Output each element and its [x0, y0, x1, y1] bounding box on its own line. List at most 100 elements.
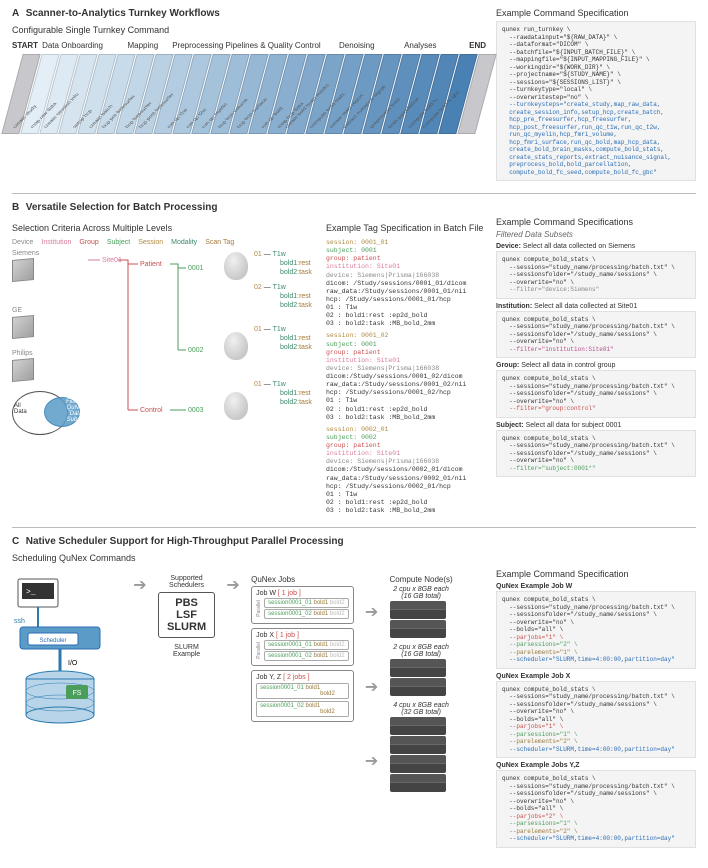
cmd-list: QuNex Example Job W qunex compute_bold_st… [496, 583, 696, 848]
panel-c-title: Native Scheduler Support for High-Throug… [26, 536, 344, 547]
filter-code: qunex compute_bold_stats \ --sessions="s… [496, 251, 696, 299]
job-box: Job W [ 1 job ]Parallelsession0001_01 bo… [251, 586, 353, 624]
panel-a-subtitle: Configurable Single Turnkey Command [12, 25, 486, 35]
panel-b-label: B [12, 202, 19, 213]
arrow-icon: ➔ [362, 751, 382, 771]
figure: A Scanner-to-Analytics Turnkey Workflows… [0, 0, 708, 868]
divider-ab [12, 193, 696, 194]
panel-b: B Versatile Selection for Batch Processi… [12, 202, 696, 515]
head-icon [224, 252, 248, 280]
sched-pbs: PBS [167, 597, 206, 609]
scheduler: Scheduler [39, 638, 66, 644]
cube-icon [12, 315, 34, 339]
panel-b-side-title: Example Command Specifications [496, 217, 696, 227]
sub-0002: 0002 [188, 347, 204, 354]
node-icon [390, 678, 446, 696]
session-box: session0001_02 bold1bold2 [256, 701, 348, 717]
sched-slurm: SLURM [167, 621, 206, 633]
head-icon [224, 332, 248, 360]
supported-label: Supported Schedulers [158, 575, 215, 589]
node-icon [390, 659, 446, 677]
panel-a-code: qunex run_turnkey \ --rawdatainput="${RA… [496, 21, 696, 181]
tree-svg: Site01 Patient Control 0001 [88, 250, 218, 440]
head-icon [224, 392, 248, 420]
tag-title: Example Tag Specification in Batch File [326, 223, 486, 233]
sched-lsf: LSF [167, 609, 206, 621]
node-icon [390, 774, 446, 792]
cube-icon [12, 358, 34, 382]
slurm-example: SLURM Example [158, 644, 215, 658]
fs-label: FS [73, 690, 82, 697]
scheduler-col: Supported Schedulers PBS LSF SLURM SLURM… [158, 575, 215, 798]
hdr-device: Device [12, 239, 33, 246]
ses-01: 01 [254, 251, 262, 258]
arrow-icon: ➔ [130, 575, 150, 595]
jobs-header: QuNex Jobs [251, 575, 353, 584]
stage-mapping: Mapping [127, 41, 168, 50]
tree-middle: Site01 Patient Control 0001 [88, 250, 218, 442]
filter-code: qunex compute_bold_stats \ --sessions="s… [496, 370, 696, 418]
scheduler-box: PBS LSF SLURM [158, 592, 215, 638]
job-box: Job Y, Z [ 2 jobs ]session0001_01 bold1b… [251, 670, 353, 722]
nodes-col: Compute Node(s) 2 cpu x 8GB each(16 GB t… [390, 575, 453, 798]
session-box: session0001_02 bold1 bold2 [264, 609, 348, 619]
hdr-tag: Scan Tag [205, 239, 234, 246]
panel-c-subtitle: Scheduling QuNex Commands [12, 553, 696, 563]
hdr-subject: Subject [107, 239, 130, 246]
arrow-icon: ➔ [223, 575, 243, 595]
filter-label: Subject: Select all data for subject 000… [496, 422, 696, 429]
device-col: Siemens GE Philips All Data [12, 250, 82, 442]
cmd-label: QuNex Example Job X [496, 673, 696, 680]
cmd-code: qunex compute_bold_stats \ --sessions="s… [496, 770, 696, 848]
tag-block: session: 0001_01 subject: 0001 group: pa… [326, 239, 486, 515]
code-blue: --turnkeysteps="create_study,map_raw_dat… [502, 101, 671, 176]
ses-01c: 01 [254, 381, 262, 388]
sub-0003: 0003 [188, 407, 204, 414]
node-icon [390, 717, 446, 735]
pipeline-stages: START Data Onboarding Mapping Preprocess… [12, 41, 486, 50]
node-block: 2 cpu x 8GB each(16 GB total) [390, 644, 453, 696]
venn-all: All Data [14, 403, 27, 415]
cube-icon [12, 258, 34, 282]
cmd-code: qunex compute_bold_stats \ --sessions="s… [496, 681, 696, 759]
stage-analyses: Analyses [404, 41, 465, 50]
venn-diagram: All Data Filtered QuNex Data Subset [12, 389, 82, 439]
tree-headers: Device Institution Group Subject Session… [12, 239, 316, 246]
arrow-icon: ➔ [362, 602, 382, 622]
jobs-col: QuNex Jobs Job W [ 1 job ]Parallelsessio… [251, 575, 353, 798]
io-label: I/O [68, 660, 78, 667]
dev-philips: Philips [12, 350, 82, 357]
node-icon [390, 755, 446, 773]
ssh-label: ssh [14, 618, 25, 625]
filter-list: Device: Select all data collected on Sie… [496, 243, 696, 477]
panel-b-subtitle: Selection Criteria Across Multiple Level… [12, 223, 316, 233]
panel-b-title: Versatile Selection for Batch Processing [26, 202, 218, 213]
hdr-session: Session [138, 239, 163, 246]
node-icon [390, 620, 446, 638]
dev-ge: GE [12, 307, 82, 314]
subject-heads [224, 250, 248, 442]
filter-code: qunex compute_bold_stats \ --sessions="s… [496, 311, 696, 359]
cmd-label: QuNex Example Jobs Y,Z [496, 762, 696, 769]
session-box: session0001_02 bold1 bold2 [264, 651, 348, 661]
panel-b-side-subtitle: Filtered Data Subsets [496, 230, 696, 239]
venn-filtered: Filtered QuNex Data Subset [66, 399, 86, 423]
node-block: 4 cpu x 8GB each(32 GB total) [390, 702, 453, 792]
session-box: session0001_01 bold1 bold2 [264, 598, 348, 608]
panel-c-side-title: Example Command Specification [496, 569, 696, 579]
nodes-header: Compute Node(s) [390, 575, 453, 584]
hdr-group: Group [79, 239, 98, 246]
session-box: session0001_01 bold1bold2 [256, 683, 348, 699]
grp-patient: Patient [140, 261, 162, 268]
job-box: Job X [ 1 job ]Parallelsession0001_01 bo… [251, 628, 353, 666]
filter-code: qunex compute_bold_stats \ --sessions="s… [496, 430, 696, 478]
hdr-inst: Institution [41, 239, 71, 246]
cmd-label: QuNex Example Job W [496, 583, 696, 590]
pipeline-start: START [12, 41, 38, 50]
session-box: session0001_01 bold1 bold2 [264, 640, 348, 650]
session-col: 01 — T1w bold1:rest bold2:task 02 — T1w … [254, 250, 312, 442]
stage-denoise: Denoising [339, 41, 400, 50]
panel-c-label: C [12, 536, 19, 547]
sub-0001: 0001 [188, 265, 204, 272]
panel-a-side-title: Example Command Specification [496, 8, 696, 18]
